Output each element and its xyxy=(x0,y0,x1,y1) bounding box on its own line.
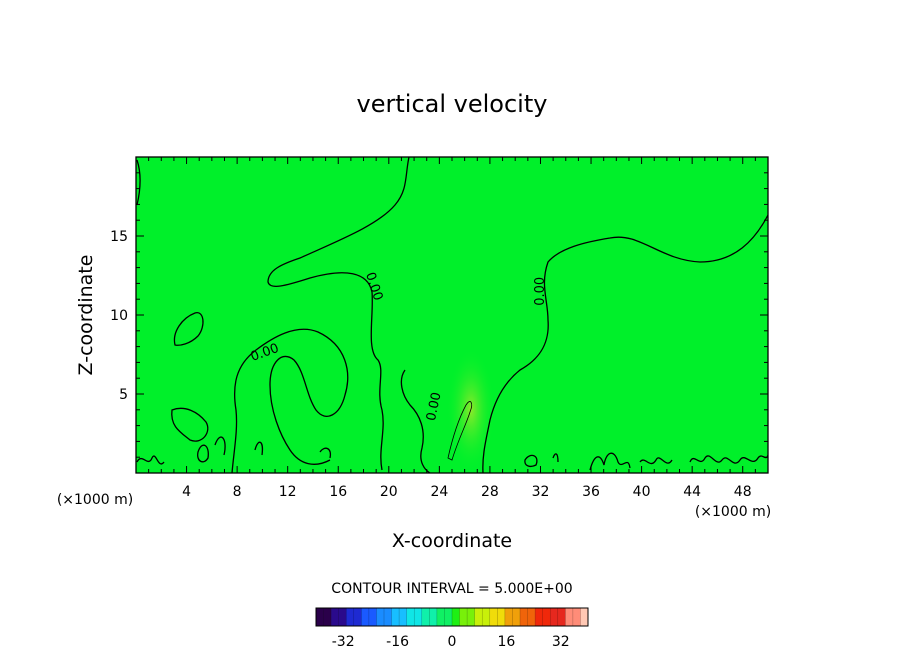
contour-line xyxy=(524,454,538,467)
colorbar-swatch xyxy=(489,608,498,626)
colorbar-tick-label: 0 xyxy=(448,634,457,650)
colorbar-swatch xyxy=(361,608,370,626)
colorbar-swatch xyxy=(467,608,475,626)
colorbar-swatch xyxy=(557,608,566,626)
x-tick-label: 48 xyxy=(734,484,752,500)
colorbar-swatch xyxy=(384,608,392,626)
contour-line xyxy=(173,312,204,346)
contour-line xyxy=(136,455,165,465)
x-tick-label: 40 xyxy=(633,484,651,500)
contour-line xyxy=(552,453,559,463)
colorbar-swatch xyxy=(459,608,468,626)
colorbar-swatch xyxy=(542,608,551,626)
contour-label: 0.00 xyxy=(533,277,548,306)
chart-title: vertical velocity xyxy=(357,90,548,118)
contour-line xyxy=(400,369,431,473)
y-axis-title: Z-coordinate xyxy=(75,255,97,376)
contour-line xyxy=(197,444,209,463)
colorbar-swatch xyxy=(391,608,400,626)
colorbar-swatch xyxy=(444,608,453,626)
contour-line xyxy=(589,452,631,471)
colorbar-tick-label: -32 xyxy=(332,634,355,650)
colorbar-tick-label: 32 xyxy=(552,634,570,650)
colorbar-swatch xyxy=(316,608,324,626)
colorbar-swatch xyxy=(346,608,355,626)
colorbar-swatch xyxy=(353,608,362,626)
colorbar-swatch xyxy=(323,608,332,626)
contour-line xyxy=(254,441,264,456)
x-tick-label: 8 xyxy=(233,484,242,500)
contour-lines xyxy=(136,157,768,473)
colorbar-swatch xyxy=(527,608,536,626)
y-axis: 5 10 15 xyxy=(110,172,768,458)
colorbar-swatch xyxy=(535,608,543,626)
x-tick-label: 32 xyxy=(532,484,550,500)
colorbar-swatch xyxy=(512,608,521,626)
colorbar-swatch xyxy=(520,608,528,626)
colorbar-swatch xyxy=(580,608,589,626)
contour-line xyxy=(319,447,331,459)
colorbar-swatch xyxy=(421,608,430,626)
contour-label: 0.00 xyxy=(424,391,445,422)
colorbar-swatch xyxy=(436,608,445,626)
x-axis-title: X-coordinate xyxy=(392,530,512,552)
colorbar-tick-label: 16 xyxy=(497,634,515,650)
x-tick-label: 24 xyxy=(430,484,448,500)
colorbar-swatch xyxy=(474,608,483,626)
colorbar-swatch xyxy=(429,608,438,626)
colorbar-frame xyxy=(315,607,589,627)
y-tick-label: 10 xyxy=(110,308,128,324)
x-tick-label: 36 xyxy=(582,484,600,500)
contour-line xyxy=(482,214,768,473)
colorbar-swatch xyxy=(338,608,347,626)
x-unit-label-left: (×1000 m) xyxy=(57,492,133,508)
velocity-field xyxy=(136,157,768,473)
colorbar xyxy=(315,607,589,627)
x-unit-label-right: (×1000 m) xyxy=(695,504,771,520)
y-tick-label: 5 xyxy=(119,387,128,403)
x-tick-label: 28 xyxy=(481,484,499,500)
x-tick-label: 44 xyxy=(683,484,701,500)
contour-line xyxy=(447,401,473,461)
x-axis: 4 8 12 16 20 24 28 32 36 40 44 48 xyxy=(148,157,756,500)
contour-line xyxy=(136,159,141,206)
contour-interval-label: CONTOUR INTERVAL = 5.000E+00 xyxy=(331,581,572,597)
colorbar-swatch xyxy=(572,608,581,626)
contour-line xyxy=(231,328,349,473)
x-tick-label: 20 xyxy=(380,484,398,500)
x-tick-label: 4 xyxy=(182,484,191,500)
contour-line xyxy=(639,457,673,465)
colorbar-swatch xyxy=(565,608,574,626)
colorbar-swatch xyxy=(406,608,415,626)
contour-line xyxy=(267,157,410,471)
colorbar-tick-labels: -32 -16 0 16 32 xyxy=(332,634,570,650)
colorbar-swatch xyxy=(482,608,491,626)
y-tick-label: 15 xyxy=(110,229,128,245)
colorbar-swatch xyxy=(504,608,513,626)
contour-line xyxy=(689,454,768,464)
colorbar-swatch xyxy=(376,608,385,626)
colorbar-swatch xyxy=(452,608,460,626)
colorbar-swatch xyxy=(550,608,559,626)
x-tick-label: 12 xyxy=(279,484,297,500)
colorbar-swatch xyxy=(368,608,377,626)
contour-line xyxy=(214,436,226,456)
colorbar-swatch xyxy=(414,608,423,626)
colorbar-swatch xyxy=(399,608,407,626)
colorbar-swatch xyxy=(331,608,339,626)
contour-line xyxy=(171,407,209,442)
x-tick-label: 16 xyxy=(329,484,347,500)
colorbar-tick-label: -16 xyxy=(386,634,409,650)
colorbar-swatch xyxy=(497,608,506,626)
